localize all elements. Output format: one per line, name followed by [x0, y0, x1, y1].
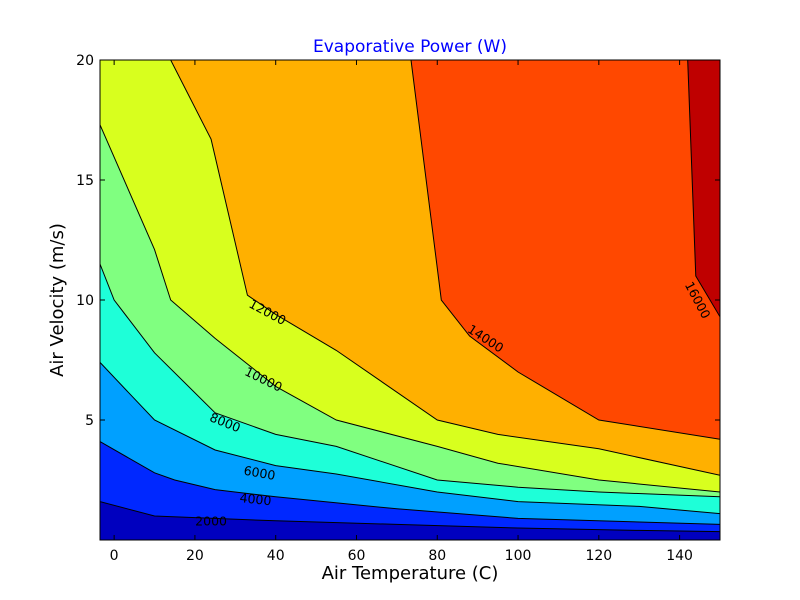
x-tick-label: 80	[428, 548, 446, 564]
y-tick-label: 5	[85, 413, 94, 429]
y-tick-label: 20	[76, 53, 94, 69]
x-tick-label: 140	[666, 548, 693, 564]
x-tick-label: 60	[348, 548, 366, 564]
contour-line-6000	[100, 362, 720, 515]
x-tick-label: 120	[585, 548, 612, 564]
contour-lines	[100, 60, 720, 533]
contour-region-14000	[411, 60, 720, 440]
contour-fill-regions	[100, 60, 720, 540]
y-tick-label: 10	[76, 293, 94, 309]
contour-line-8000	[100, 263, 720, 498]
contour-label-2000: 2000	[195, 513, 227, 528]
chart-title: Evaporative Power (W)	[313, 37, 507, 57]
x-axis-label: Air Temperature (C)	[322, 563, 499, 584]
y-axis-ticks: 5 10 15 20	[76, 53, 720, 429]
contour-line-4000	[100, 441, 720, 525]
y-axis-label: Air Velocity (m/s)	[47, 223, 68, 377]
x-axis-ticks: 0 20 40 60 80 100 120 140	[110, 60, 693, 564]
contour-label-text: 4000	[239, 490, 272, 508]
contour-line-10000	[100, 124, 720, 493]
contour-label-text: 2000	[195, 513, 227, 528]
x-tick-label: 20	[186, 548, 204, 564]
y-tick-label: 15	[76, 173, 94, 189]
contour-line-14000	[410, 60, 720, 440]
x-tick-label: 0	[110, 548, 119, 564]
contour-line-16000	[687, 60, 720, 318]
x-tick-label: 40	[267, 548, 285, 564]
contour-label-text: 6000	[243, 463, 277, 483]
contour-label-4000: 4000	[239, 490, 272, 508]
contour-line-12000	[170, 60, 720, 476]
contour-label-6000: 6000	[243, 463, 277, 483]
contour-region-16000	[687, 60, 720, 317]
x-tick-label: 100	[505, 548, 532, 564]
contour-line-2000	[100, 501, 720, 533]
